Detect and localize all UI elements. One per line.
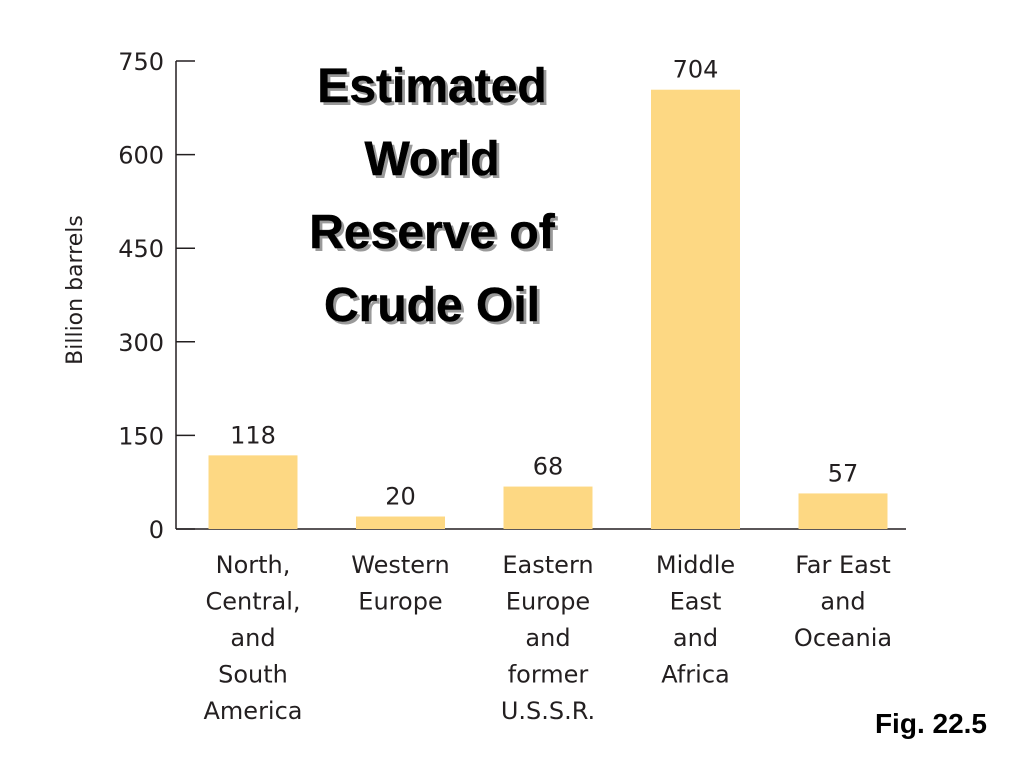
- bar-value-label: 20: [385, 483, 416, 511]
- category-label-line: Africa: [661, 661, 729, 689]
- category-label-line: and: [820, 588, 865, 616]
- bar: [208, 455, 298, 529]
- y-tick-label: 600: [118, 142, 164, 170]
- category-label-line: former: [508, 661, 589, 689]
- title-shadow-line: World: [367, 136, 502, 189]
- category-label: Far East and Oceania: [794, 551, 892, 652]
- category-label-line: and: [673, 624, 718, 652]
- category-label: Western Europe: [351, 551, 449, 616]
- category-label-line: and: [230, 624, 275, 652]
- category-label-line: Europe: [506, 588, 590, 616]
- category-label-line: America: [204, 697, 303, 725]
- title-shadow-line: Estimated: [320, 63, 549, 116]
- category-label-line: North,: [216, 551, 291, 579]
- category-label-line: South: [218, 661, 288, 689]
- y-tick-label: 750: [118, 48, 164, 76]
- title-line: Estimated: [317, 60, 546, 113]
- figure-label: Fig. 22.5: [875, 708, 987, 739]
- y-tick-label: 150: [118, 422, 164, 450]
- category-label: Eastern Europe and former U.S.S.R.: [501, 551, 595, 725]
- title-shadow-line: Crude Oil: [327, 282, 543, 335]
- title-shadow-line: Reserve of: [312, 209, 558, 262]
- category-label-line: U.S.S.R.: [501, 697, 595, 725]
- category-label: Middle East and Africa: [656, 551, 735, 689]
- category-label-line: East: [670, 588, 722, 616]
- y-axis-title: Billion barrels: [63, 215, 88, 365]
- bar-value-label: 704: [673, 56, 719, 84]
- labels-group: 118 North, Central, and South America 20 Wester…: [204, 56, 893, 725]
- title-line: Crude Oil: [324, 279, 540, 332]
- bar: [503, 486, 593, 529]
- category-label-line: Central,: [205, 588, 300, 616]
- y-tick-label: 0: [149, 516, 164, 544]
- category-label-line: Western: [351, 551, 449, 579]
- category-label-line: and: [525, 624, 570, 652]
- category-label-line: Far East: [795, 551, 891, 579]
- category-label: North, Central, and South America: [204, 551, 303, 725]
- category-label-line: Oceania: [794, 624, 892, 652]
- bar-value-label: 68: [533, 453, 564, 481]
- y-tick-label: 300: [118, 329, 164, 357]
- category-label-line: Middle: [656, 551, 735, 579]
- title-line: Reserve of: [309, 206, 555, 259]
- bar-value-label: 57: [828, 459, 859, 487]
- bar-value-label: 118: [230, 421, 276, 449]
- bar: [798, 493, 888, 529]
- category-label-line: Europe: [358, 588, 442, 616]
- bar: [651, 89, 740, 529]
- title-line: World: [364, 133, 499, 186]
- y-tick-label: 450: [118, 235, 164, 263]
- chart-axes: 0 150 300 450 600 750 Billion barrels: [63, 48, 906, 544]
- category-label-line: Eastern: [502, 551, 593, 579]
- bar: [356, 516, 445, 529]
- bars-group: [208, 89, 888, 529]
